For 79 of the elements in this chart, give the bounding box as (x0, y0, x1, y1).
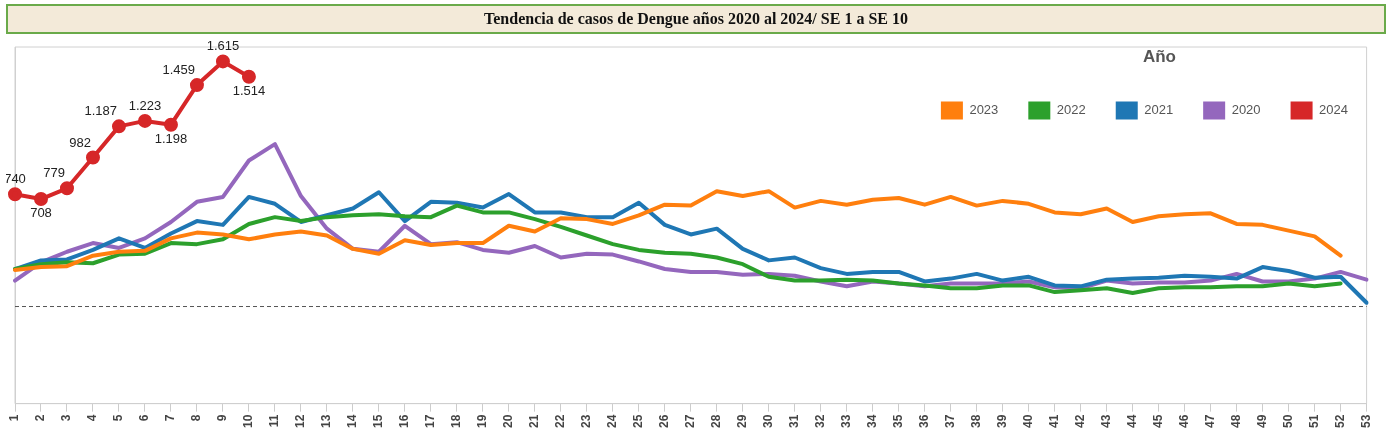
x-tick-label: 11 (267, 414, 282, 428)
x-tick-label: 17 (423, 414, 438, 429)
x-tick-label: 49 (1254, 414, 1269, 429)
x-tick-label: 18 (449, 414, 464, 429)
data-label: 1.459 (162, 62, 195, 78)
data-label: 708 (30, 205, 52, 221)
x-tick-label: 10 (241, 414, 256, 429)
data-label: 1.198 (154, 130, 188, 146)
x-tick-label: 14 (345, 414, 360, 429)
x-tick-label: 16 (397, 414, 412, 429)
data-label: 1.223 (128, 97, 162, 113)
x-tick-label: 20 (501, 414, 516, 429)
legend-label: 2022 (1056, 101, 1086, 117)
point (8, 187, 22, 202)
x-tick-label: 24 (605, 414, 620, 429)
x-tick-label: 29 (735, 414, 750, 429)
data-label: 1.615 (206, 38, 240, 54)
point (33, 192, 48, 207)
legend-label: 2020 (1231, 101, 1261, 117)
x-tick-label: 5 (111, 414, 126, 422)
point (241, 69, 256, 84)
x-tick-label: 6 (137, 414, 152, 422)
x-tick-label: 42 (1073, 414, 1087, 429)
legend-label: 2024 (1319, 101, 1348, 117)
x-tick-label: 23 (579, 414, 594, 429)
legend-title: Año (1142, 47, 1176, 67)
point (85, 150, 100, 165)
x-tick-label: 33 (839, 414, 854, 429)
x-tick-label: 53 (1358, 414, 1373, 429)
x-tick-label: 35 (891, 414, 906, 429)
x-tick-label: 2 (33, 414, 48, 422)
x-tick-label: 13 (319, 414, 334, 429)
x-tick-label: 48 (1228, 414, 1243, 429)
x-tick-label: 50 (1280, 414, 1295, 429)
x-tick-label: 15 (371, 414, 386, 429)
x-tick-label: 31 (787, 414, 802, 429)
chart-title: Tendencia de casos de Dengue años 2020 al 2024/ SE 1 a SE 10 (6, 4, 1386, 34)
x-tick-label: 1 (7, 414, 22, 422)
x-tick-label: 21 (527, 414, 542, 429)
x-tick-label: 36 (917, 414, 932, 429)
legend-label: 2021 (1144, 101, 1174, 117)
x-tick-label: 39 (995, 414, 1010, 429)
legend-label: 2023 (969, 101, 999, 117)
data-label: 1.514 (232, 82, 266, 98)
x-tick-label: 26 (657, 414, 672, 429)
x-tick-label: 32 (813, 414, 828, 429)
x-tick-label: 52 (1332, 414, 1347, 429)
point (189, 78, 204, 93)
x-tick-label: 25 (631, 414, 646, 429)
x-tick-label: 45 (1150, 414, 1165, 429)
point (137, 113, 152, 128)
x-tick-label: 37 (943, 414, 958, 429)
x-tick-label: 43 (1098, 414, 1113, 429)
point (111, 119, 126, 134)
data-label: 982 (69, 134, 91, 150)
point (215, 54, 230, 69)
point (163, 117, 178, 132)
x-tick-label: 22 (553, 414, 568, 429)
point (59, 181, 74, 196)
x-tick-label: 30 (761, 414, 776, 429)
x-tick-label: 51 (1306, 414, 1321, 429)
x-tick-label: 38 (969, 414, 984, 429)
data-label: 1.187 (84, 103, 117, 119)
x-tick-label: 44 (1124, 414, 1139, 429)
x-tick-label: 3 (59, 414, 74, 422)
x-tick-label: 41 (1047, 414, 1061, 429)
x-tick-label: 47 (1202, 414, 1217, 429)
x-tick-label: 8 (189, 414, 204, 422)
x-tick-label: 28 (709, 414, 724, 429)
x-tick-label: 27 (683, 414, 698, 429)
x-tick-label: 12 (293, 414, 308, 429)
x-tick-label: 7 (163, 414, 178, 422)
x-tick-label: 9 (215, 414, 230, 422)
x-tick-label: 34 (865, 414, 880, 429)
x-tick-label: 46 (1176, 414, 1191, 429)
x-tick-label: 40 (1021, 414, 1036, 429)
x-tick-label: 4 (85, 414, 100, 422)
x-tick-label: 19 (475, 414, 490, 429)
data-label: 779 (43, 165, 65, 181)
